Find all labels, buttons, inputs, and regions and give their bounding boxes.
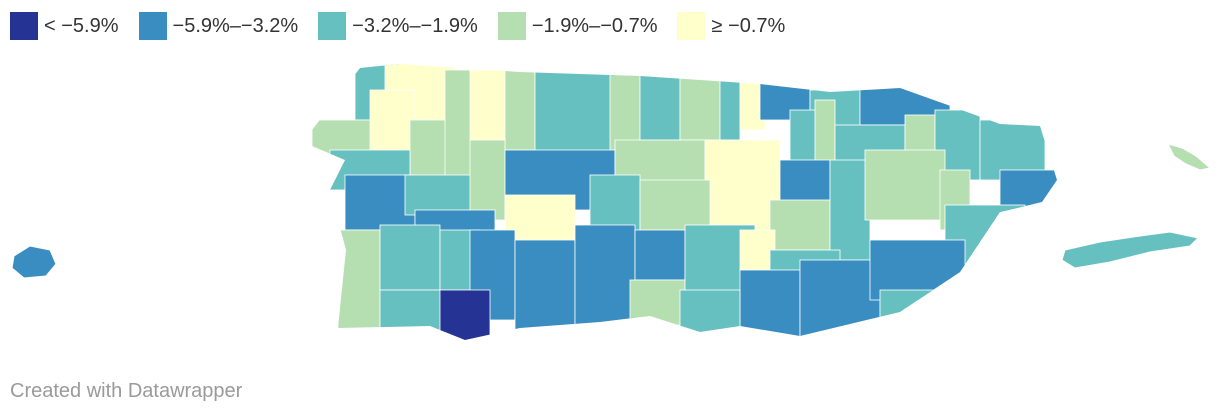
municipality <box>879 289 941 331</box>
municipality <box>337 229 381 331</box>
municipality <box>634 229 686 281</box>
municipality <box>799 259 881 340</box>
municipality <box>769 199 831 251</box>
mona-island <box>11 245 57 279</box>
legend-label: −5.9%–−3.2% <box>172 14 299 37</box>
legend-label: ≥ −0.7% <box>711 14 786 37</box>
municipality <box>514 239 576 331</box>
legend-item: −5.9%–−3.2% <box>138 12 299 40</box>
legend-swatch <box>677 12 706 40</box>
municipalities <box>312 64 1057 340</box>
legend: < −5.9% −5.9%–−3.2% −3.2%–−1.9% −1.9%–−0.7%… <box>10 12 785 40</box>
municipality <box>679 69 721 141</box>
legend-swatch <box>10 12 38 40</box>
municipality <box>379 224 441 291</box>
municipality <box>469 69 506 141</box>
municipality <box>609 69 641 151</box>
municipality <box>739 229 776 271</box>
legend-item: < −5.9% <box>10 12 119 40</box>
legend-swatch <box>138 12 167 40</box>
municipality <box>719 69 741 141</box>
municipality <box>639 179 711 231</box>
municipality <box>739 269 801 340</box>
legend-swatch <box>497 12 526 40</box>
municipality <box>629 279 686 326</box>
municipality <box>864 149 946 221</box>
municipality <box>439 289 491 340</box>
municipality <box>504 194 576 246</box>
legend-item: −3.2%–−1.9% <box>318 12 478 40</box>
municipality <box>404 174 476 216</box>
municipality <box>704 139 781 231</box>
municipality <box>344 174 416 231</box>
municipality <box>369 89 416 161</box>
legend-swatch <box>318 12 347 40</box>
municipality <box>504 69 536 151</box>
municipality <box>379 289 446 336</box>
legend-label: −3.2%–−1.9% <box>352 14 478 37</box>
legend-item: −1.9%–−0.7% <box>497 12 658 40</box>
legend-label: < −5.9% <box>44 14 119 37</box>
municipality <box>534 69 616 161</box>
legend-item: ≥ −0.7% <box>677 12 785 40</box>
municipality <box>469 139 506 221</box>
municipality <box>829 159 871 261</box>
credit: Created with Datawrapper <box>10 380 243 402</box>
municipality <box>679 289 741 336</box>
vieques <box>1061 231 1200 269</box>
municipality <box>574 224 636 326</box>
culebra <box>1167 143 1212 171</box>
legend-label: −1.9%–−0.7% <box>531 14 658 37</box>
municipality <box>639 69 681 141</box>
